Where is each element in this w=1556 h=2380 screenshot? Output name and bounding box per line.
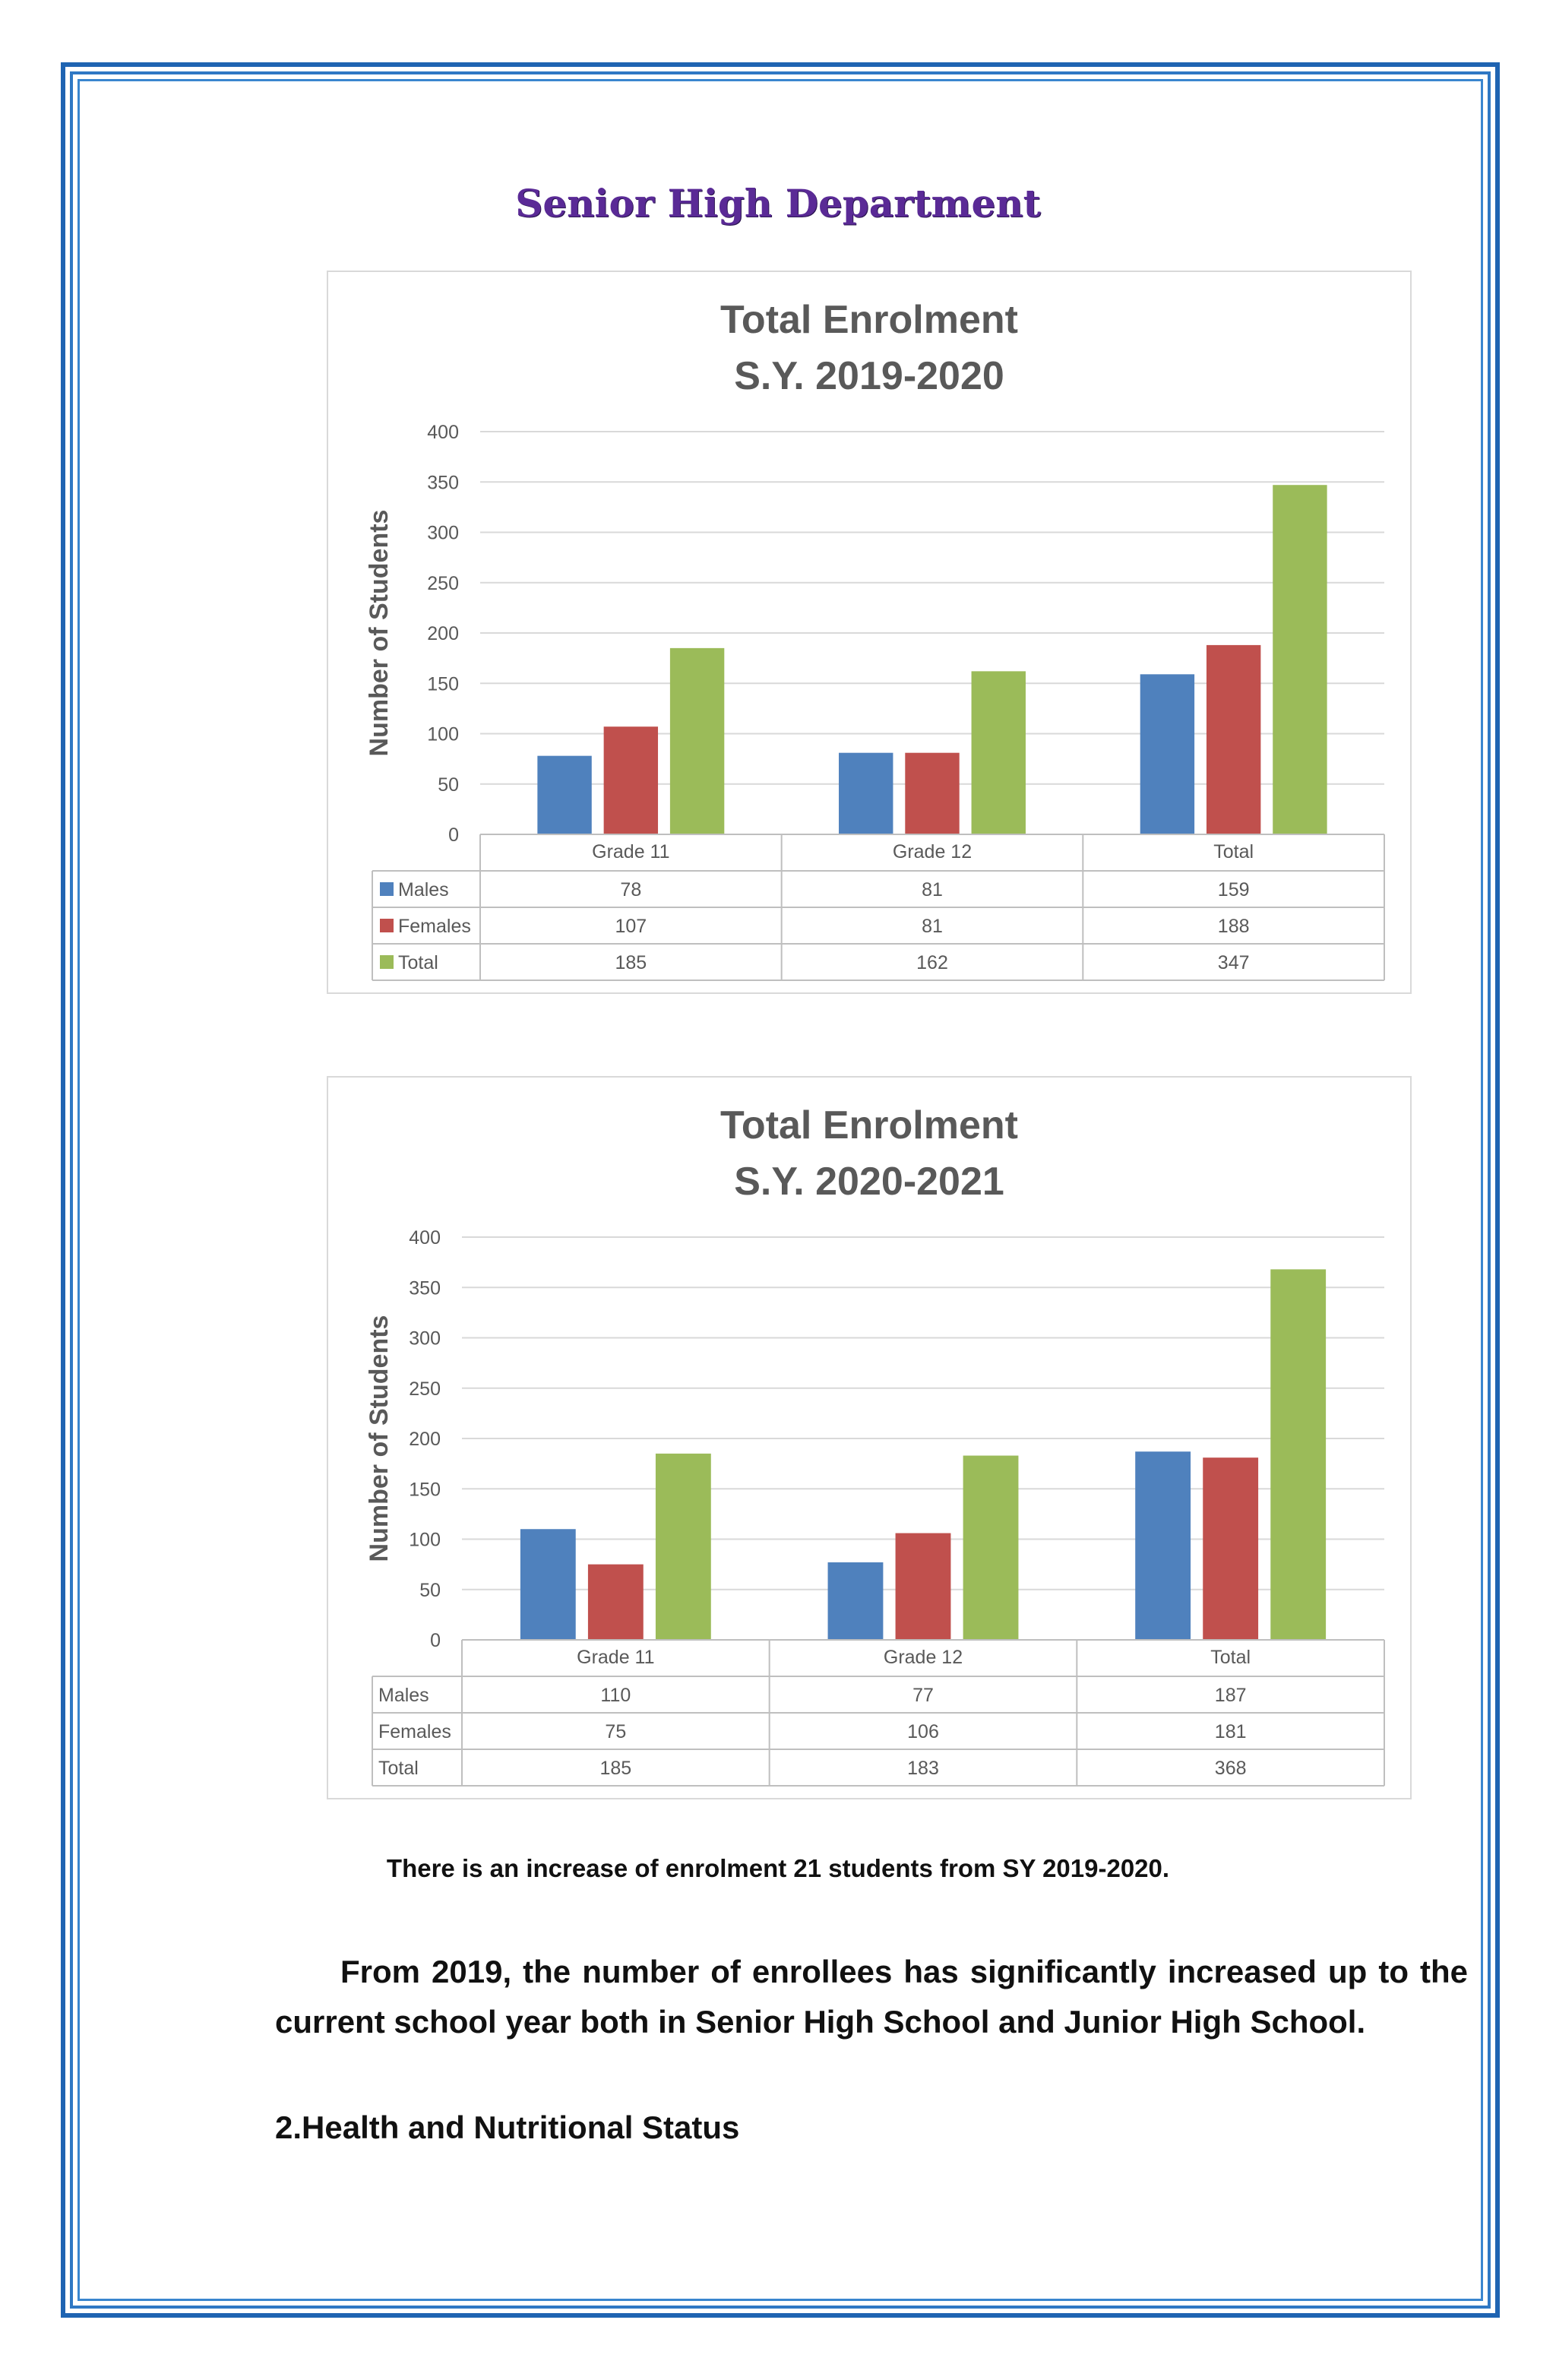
bar-females-total: [1203, 1457, 1259, 1640]
chart-svg: Total Enrolment S.Y. 2019-2020 0 50 100 150 20…: [365, 298, 1385, 981]
data-value-label: 185: [599, 1758, 631, 1779]
data-value-label: 347: [1218, 952, 1250, 973]
series-name-label: Males: [398, 879, 449, 900]
category-label: Grade 12: [884, 1647, 963, 1668]
bar-total-grade-12: [971, 671, 1026, 834]
enrolment-note: There is an increase of enrolment 21 stu…: [386, 1854, 1170, 1882]
bar-males-grade-11: [520, 1529, 576, 1640]
y-tick-label: 0: [430, 1630, 441, 1651]
data-value-label: 81: [922, 879, 943, 900]
y-tick-label: 350: [427, 472, 459, 493]
y-tick-label: 0: [448, 824, 459, 846]
bar-males-total: [1140, 674, 1195, 834]
y-tick-label: 300: [409, 1328, 441, 1350]
page-border-middle: [70, 71, 1491, 2309]
legend-key: [380, 919, 394, 932]
series-name-label: Total: [378, 1758, 419, 1779]
bar-females-grade-12: [895, 1533, 951, 1640]
bar-males-grade-12: [839, 752, 893, 834]
data-value-label: 159: [1218, 879, 1250, 900]
bar-females-grade-12: [905, 752, 960, 834]
y-tick-label: 400: [427, 422, 459, 443]
bar-total-total: [1273, 485, 1327, 834]
legend-key: [380, 882, 394, 896]
bar-males-grade-11: [537, 755, 592, 834]
y-tick-label: 200: [409, 1429, 441, 1450]
chart-svg: Total Enrolment S.Y. 2020-2021 0 50 100 150 20…: [365, 1103, 1385, 1787]
data-value-label: 81: [922, 916, 943, 937]
series-name-label: Total: [398, 952, 438, 973]
y-tick-label: 350: [409, 1277, 441, 1299]
y-tick-label: 100: [409, 1530, 441, 1551]
summary-paragraph: From 2019, the number of enrollees has s…: [275, 1954, 1468, 2040]
category-label: Grade 12: [893, 841, 972, 862]
data-value-label: 162: [916, 952, 948, 973]
chart-title-line: Total Enrolment: [720, 298, 1018, 342]
data-value-label: 187: [1215, 1685, 1247, 1706]
section-title: 2.Health and Nutritional Status: [275, 2109, 740, 2145]
page-border-outer: [61, 62, 1500, 2318]
y-tick-label: 150: [427, 673, 459, 695]
bar-total-total: [1270, 1269, 1327, 1640]
bar-males-total: [1135, 1451, 1191, 1640]
data-value-label: 78: [620, 879, 641, 900]
data-value-label: 110: [600, 1685, 631, 1706]
category-label: Total: [1213, 841, 1254, 862]
y-tick-label: 200: [427, 623, 459, 644]
data-value-label: 185: [615, 952, 647, 973]
data-value-label: 181: [1215, 1721, 1247, 1742]
y-tick-label: 300: [427, 523, 459, 544]
page-heading: Senior High Department: [515, 181, 1041, 226]
y-axis-label: Number of Students: [365, 1315, 394, 1562]
y-tick-label: 250: [427, 573, 459, 594]
data-value-label: 75: [605, 1721, 626, 1742]
data-value-label: 77: [912, 1685, 934, 1706]
legend-key: [380, 955, 394, 969]
category-label: Grade 11: [577, 1647, 654, 1668]
chart-title-line: S.Y. 2020-2021: [734, 1160, 1004, 1204]
data-value-label: 106: [907, 1721, 939, 1742]
y-tick-label: 100: [427, 724, 459, 745]
category-label: Grade 11: [592, 841, 669, 862]
bar-males-grade-12: [827, 1562, 884, 1640]
y-tick-label: 400: [409, 1227, 441, 1249]
bar-females-total: [1206, 644, 1261, 834]
bar-females-grade-11: [587, 1564, 644, 1640]
enrolment-chart-2019-2020: Total Enrolment S.Y. 2019-2020 0 50 100 150 20…: [327, 271, 1412, 994]
category-label: Total: [1210, 1647, 1251, 1668]
y-tick-label: 150: [409, 1479, 441, 1500]
page-border-inner: [77, 79, 1483, 2301]
data-value-label: 368: [1215, 1758, 1247, 1779]
data-value-label: 183: [907, 1758, 939, 1779]
bar-total-grade-11: [655, 1453, 711, 1640]
y-axis-label: Number of Students: [365, 510, 394, 757]
y-tick-label: 250: [409, 1378, 441, 1400]
data-value-label: 188: [1218, 916, 1250, 937]
chart-title-line: Total Enrolment: [720, 1103, 1018, 1147]
chart-title-line: S.Y. 2019-2020: [734, 354, 1004, 398]
y-tick-label: 50: [438, 774, 459, 796]
series-name-label: Females: [378, 1721, 451, 1742]
bar-females-grade-11: [603, 726, 659, 834]
series-name-label: Females: [398, 916, 471, 937]
data-value-label: 107: [615, 916, 647, 937]
series-name-label: Males: [378, 1685, 429, 1706]
bar-total-grade-12: [963, 1455, 1019, 1640]
bar-total-grade-11: [669, 647, 725, 834]
enrolment-chart-2020-2021: Total Enrolment S.Y. 2020-2021 0 50 100 150 20…: [327, 1076, 1412, 1799]
y-tick-label: 50: [419, 1580, 441, 1601]
